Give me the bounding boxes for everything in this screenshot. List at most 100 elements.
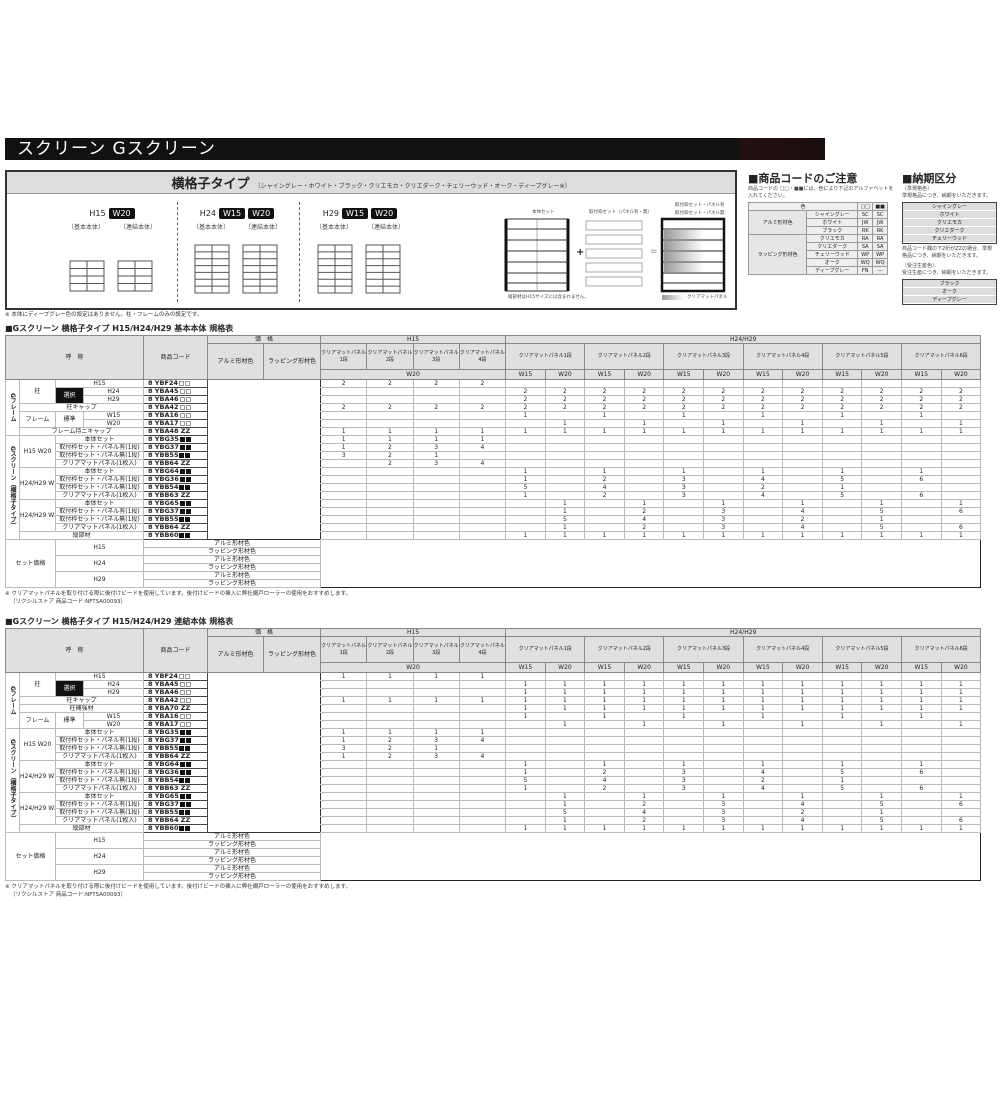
qty-cell [505, 459, 546, 468]
qty-cell: 1 [742, 411, 784, 420]
table-row: Gフレーム柱 H15 8 YBF24 1 1 1 1 [5, 672, 982, 833]
color-code-box [179, 516, 185, 522]
qty-cell: 2 [584, 403, 625, 412]
qty-cell [703, 768, 744, 777]
code-text: 8 YBA16 [148, 712, 179, 720]
qty-cell: 2 [940, 403, 982, 412]
set-price-row: セット価格 H15 アルミ形材色 [5, 539, 981, 588]
diagram-label-set: 本体セット [532, 210, 555, 215]
table-row: H29 8 YBA46 1 1 1 1 1 1 1 1 1 1 1 1 [6, 688, 982, 697]
qty-cell [366, 792, 414, 801]
qty-cell [366, 475, 414, 484]
qty-cell [505, 816, 546, 825]
product-code: 8 YBB64 ZZ [143, 523, 209, 532]
group-label: フレーム [19, 712, 56, 729]
qty-cell: 1 [544, 419, 586, 428]
group-label: 選択 [55, 680, 84, 697]
qty-cell [623, 451, 665, 460]
code-text: 8 YBB64 ZZ [148, 459, 191, 467]
group-label: H24/H29 W20 [19, 499, 56, 532]
qty-cell [366, 768, 414, 777]
code-text: 8 YBB60 [148, 824, 179, 832]
group-label: H24/H29 W20 [19, 792, 56, 825]
qty-cell: 1 [861, 688, 902, 697]
code-value: RA [857, 234, 874, 243]
qty-cell [584, 792, 625, 801]
height-label: H29 [322, 209, 339, 218]
qty-cell [901, 808, 942, 817]
code-value: FN [857, 266, 874, 275]
qty-cell [940, 752, 982, 761]
qty-cell: 2 [742, 403, 784, 412]
color-code-box [185, 761, 191, 767]
color-code-box [179, 444, 185, 450]
qty-cell: 1 [861, 515, 902, 524]
qty-cell [458, 712, 507, 721]
color-code-box [179, 761, 185, 767]
color-code-box [185, 713, 191, 719]
qty-cell: 1 [861, 499, 902, 508]
color-name: クリエダーク [806, 242, 859, 251]
width-header: W20 [861, 662, 902, 673]
qty-cell [584, 808, 625, 817]
color-code-box [185, 697, 191, 703]
qty-cell [821, 736, 863, 745]
color-code-box [185, 484, 191, 490]
qty-cell [940, 467, 982, 476]
panel-header: クリアマットパネル3段 [663, 343, 744, 370]
qty-cell [861, 467, 902, 476]
product-code: 8 YBA45 [143, 680, 209, 689]
qty-cell [366, 776, 414, 785]
color-code-box [179, 825, 185, 831]
qty-cell: 1 [861, 680, 902, 689]
qty-cell [320, 467, 368, 476]
color-code-box [185, 444, 191, 450]
code-head-row: 色 □□ ■■ [747, 202, 888, 211]
panel-header: クリアマットパネル2段 [366, 343, 414, 370]
width-header: W20 [544, 662, 586, 673]
qty-cell: 1 [901, 531, 942, 540]
qty-cell [861, 475, 902, 484]
fence-illustration [194, 244, 278, 294]
qty-cell: 6 [940, 800, 982, 809]
row-label: 縦部材 [18, 824, 145, 833]
qty-cell [623, 768, 665, 777]
set-price-blank [320, 539, 981, 588]
qty-cell [940, 411, 982, 420]
qty-cell: 1 [544, 507, 586, 516]
qty-cell [544, 451, 586, 460]
qty-cell [940, 744, 982, 753]
table-row: クリアマットパネル(1枚入) 8 YBB64 ZZ 2 3 4 [6, 459, 982, 468]
qty-cell: 1 [505, 411, 546, 420]
qty-cell [412, 680, 460, 689]
qty-cell: 1 [623, 704, 665, 713]
qty-cell: 1 [940, 704, 982, 713]
qty-cell: 1 [544, 680, 586, 689]
color-code-box [179, 689, 185, 695]
qty-cell [412, 467, 460, 476]
qty-cell [742, 523, 784, 532]
qty-cell: 2 [366, 736, 414, 745]
qty-cell [320, 776, 368, 785]
qty-cell: 1 [544, 824, 586, 833]
qty-cell: 1 [861, 704, 902, 713]
type-heading: 横格子タイプ 〔シャイングレー・ホワイト・ブラック・クリエモカ・クリエダーク・チ… [7, 172, 735, 194]
qty-cell: 3 [663, 768, 705, 777]
code-text: 8 YBA42 [148, 696, 179, 704]
qty-cell [742, 419, 784, 428]
product-code: 8 YBB63 ZZ [143, 784, 209, 793]
panel-header: クリアマットパネル6段 [900, 636, 982, 663]
qty-cell [584, 672, 625, 681]
qty-cell: 3 [412, 443, 460, 452]
qty-cell [821, 379, 863, 388]
product-code: 8 YBB54 [143, 776, 209, 785]
qty-cell: 1 [320, 427, 368, 436]
qty-cell: 2 [861, 403, 902, 412]
qty-cell [366, 491, 414, 500]
qty-cell: 2 [901, 395, 942, 404]
product-code: 8 YBG65 [143, 792, 209, 801]
qty-cell [821, 752, 863, 761]
qty-cell [742, 459, 784, 468]
panel-header: クリアマットパネル5段 [821, 636, 903, 663]
qty-cell [663, 720, 705, 729]
